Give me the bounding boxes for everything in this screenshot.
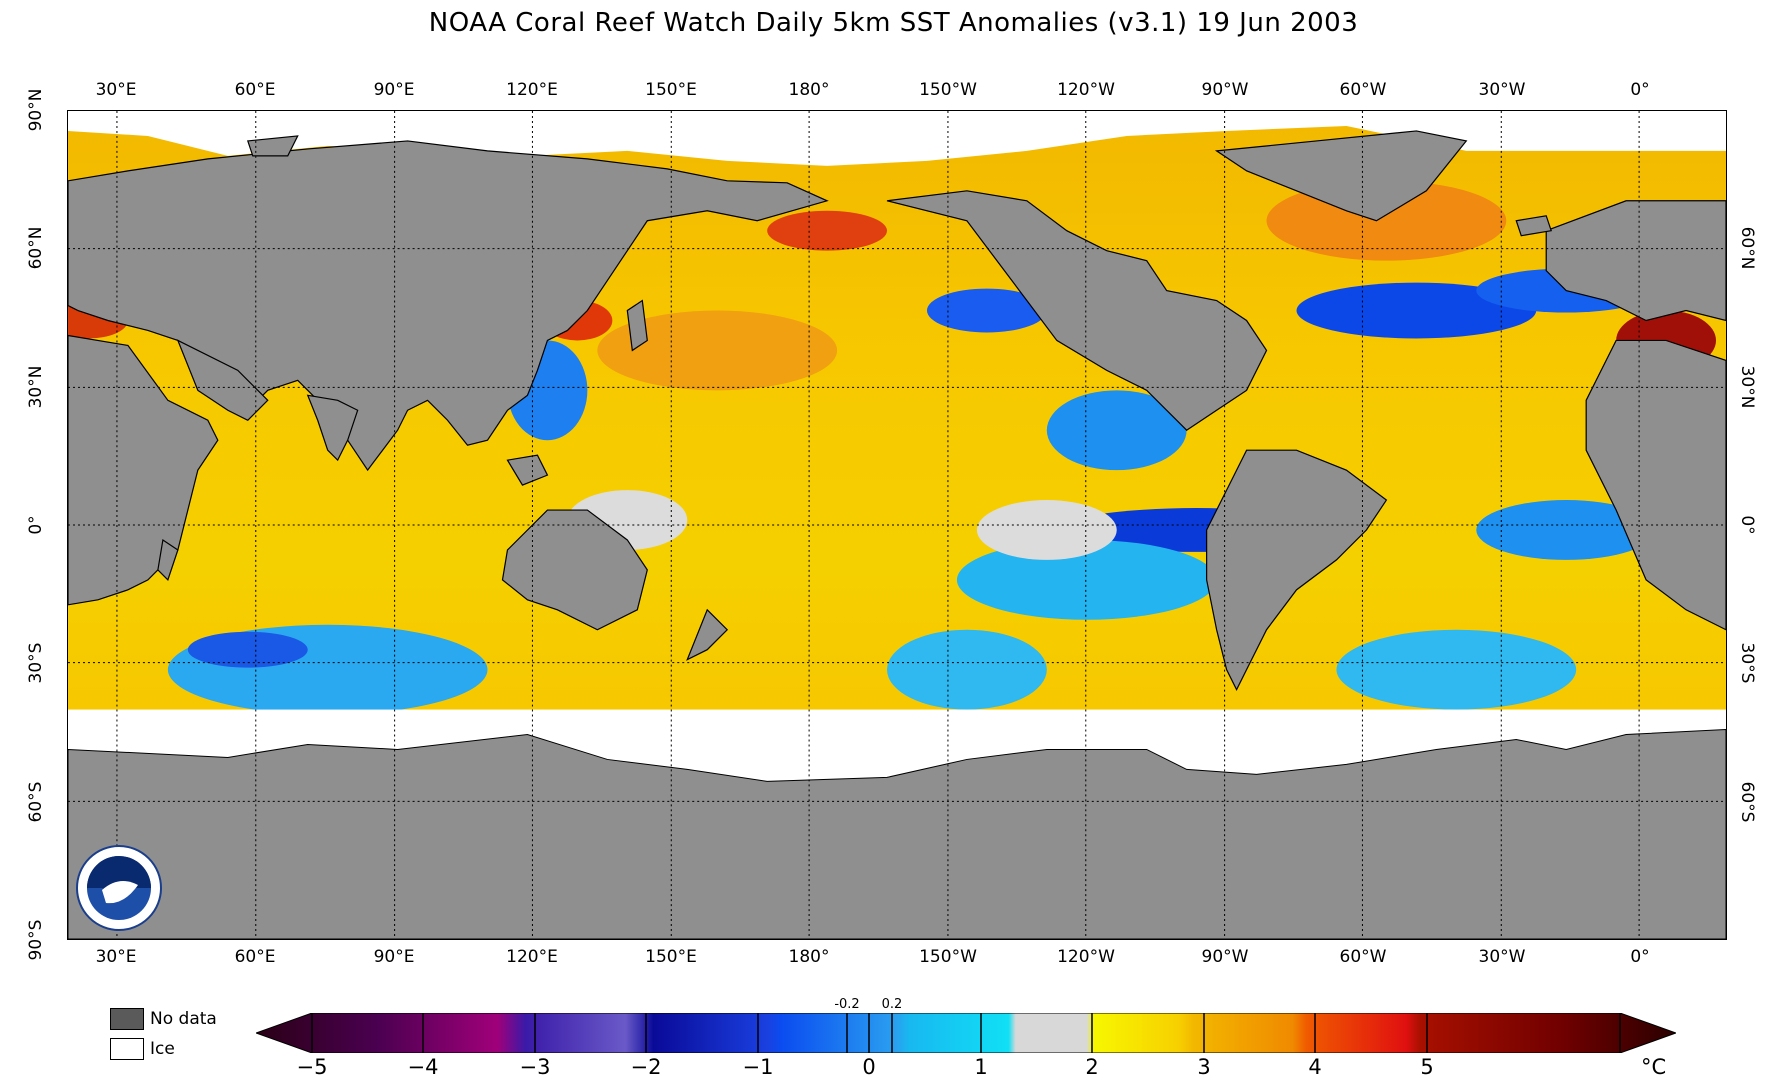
colorbar-small-tick: -0.2	[834, 997, 860, 1012]
left-lat-tick: 60°N	[26, 226, 46, 270]
madagascar	[157, 538, 179, 581]
arabia	[176, 339, 269, 421]
top-lon-tick: 90°E	[373, 80, 415, 100]
cold-anomaly-patch	[1046, 390, 1187, 471]
africa-east-part	[1585, 339, 1726, 631]
south-america	[1206, 449, 1388, 691]
colorbar-small-tick: 0.2	[881, 997, 903, 1012]
colorbar-tick: 5	[1420, 1055, 1434, 1079]
cold-anomaly-patch	[1296, 282, 1537, 339]
colorbar-tick: 0	[862, 1055, 876, 1079]
right-lat-tick: 60°S	[1737, 781, 1757, 823]
ice-swatch	[110, 1038, 144, 1060]
india	[306, 394, 359, 462]
right-lat-tick: 0°	[1737, 515, 1757, 535]
top-lon-tick: 0°	[1630, 80, 1650, 100]
top-lon-tick: 90°W	[1201, 80, 1249, 100]
borneo	[506, 454, 549, 486]
colorbar-tick: −2	[630, 1055, 662, 1079]
bottom-lon-tick: 120°E	[506, 947, 558, 967]
cold-anomaly-patch	[1336, 629, 1577, 710]
right-lat-tick: 60°N	[1737, 226, 1757, 270]
top-lon-tick: 120°E	[506, 80, 558, 100]
top-lon-tick: 120°W	[1057, 80, 1115, 100]
top-lon-tick: 30°W	[1478, 80, 1526, 100]
bottom-lon-tick: 180°	[788, 947, 830, 967]
cold-anomaly-patch	[926, 288, 1047, 333]
bottom-lon-tick: 60°E	[234, 947, 276, 967]
greenland	[1214, 130, 1468, 222]
left-lat-tick: 30°S	[26, 642, 46, 684]
cold-anomaly-patch	[1476, 500, 1657, 560]
colorbar-tick: 2	[1085, 1055, 1099, 1079]
bottom-lon-tick: 30°E	[95, 947, 137, 967]
europe	[1545, 200, 1726, 322]
colorbar	[256, 1013, 1676, 1053]
noaa-logo	[76, 845, 162, 931]
top-lon-tick: 150°E	[645, 80, 697, 100]
no-data-swatch	[110, 1008, 144, 1030]
bottom-lon-tick: 30°W	[1478, 947, 1526, 967]
colorbar-tick: 3	[1197, 1055, 1211, 1079]
top-lon-tick: 30°E	[95, 80, 137, 100]
top-lon-tick: 60°W	[1339, 80, 1387, 100]
left-lat-tick: 0°	[26, 515, 46, 535]
colorbar-tick: −1	[742, 1055, 774, 1079]
seagull-icon	[102, 881, 138, 904]
new-zealand	[686, 608, 729, 661]
left-lat-tick: 90°N	[26, 88, 46, 132]
colorbar-tick: −5	[296, 1055, 328, 1079]
colorbar-tick: 4	[1308, 1055, 1322, 1079]
cold-anomaly-patch	[956, 539, 1217, 620]
bottom-lon-tick: 60°W	[1339, 947, 1387, 967]
australia	[501, 509, 648, 631]
bottom-lon-tick: 150°E	[645, 947, 697, 967]
colorbar-tick: −4	[407, 1055, 439, 1079]
left-lat-tick: 90°S	[26, 919, 46, 961]
colorbar-unit: °C	[1641, 1055, 1667, 1079]
warm-anomaly-patch	[597, 310, 838, 391]
japan	[626, 299, 648, 352]
graticule	[68, 111, 1726, 939]
ice-label: Ice	[150, 1039, 175, 1059]
cold-anomaly-patch	[887, 629, 1047, 710]
top-lon-tick: 150°W	[919, 80, 977, 100]
svalbard	[246, 135, 299, 157]
north-america	[886, 190, 1268, 431]
bottom-lon-tick: 150°W	[919, 947, 977, 967]
iceland	[1515, 215, 1553, 237]
cold-anomaly-patch	[187, 631, 308, 668]
bottom-lon-tick: 90°E	[373, 947, 415, 967]
anomaly-patches	[68, 180, 1717, 715]
map-title: NOAA Coral Reef Watch Daily 5km SST Anom…	[428, 8, 1359, 38]
antarctica	[68, 729, 1726, 939]
right-lat-tick: 30°N	[1737, 365, 1757, 409]
right-lat-tick: 30°S	[1737, 642, 1757, 684]
warm-anomaly-patch	[767, 210, 888, 251]
bottom-lon-tick: 0°	[1630, 947, 1650, 967]
no-data-label: No data	[150, 1009, 217, 1029]
top-lon-tick: 60°E	[234, 80, 276, 100]
neutral-anomaly-patch	[976, 500, 1117, 560]
bottom-lon-tick: 120°W	[1057, 947, 1115, 967]
bottom-lon-tick: 90°W	[1201, 947, 1249, 967]
left-lat-tick: 60°S	[26, 781, 46, 823]
sst-anomaly-map[interactable]	[67, 110, 1727, 940]
africa	[68, 334, 219, 606]
left-lat-tick: 30°N	[26, 365, 46, 409]
top-lon-tick: 180°	[788, 80, 830, 100]
colorbar-tick: 1	[974, 1055, 988, 1079]
colorbar-tick: −3	[519, 1055, 551, 1079]
